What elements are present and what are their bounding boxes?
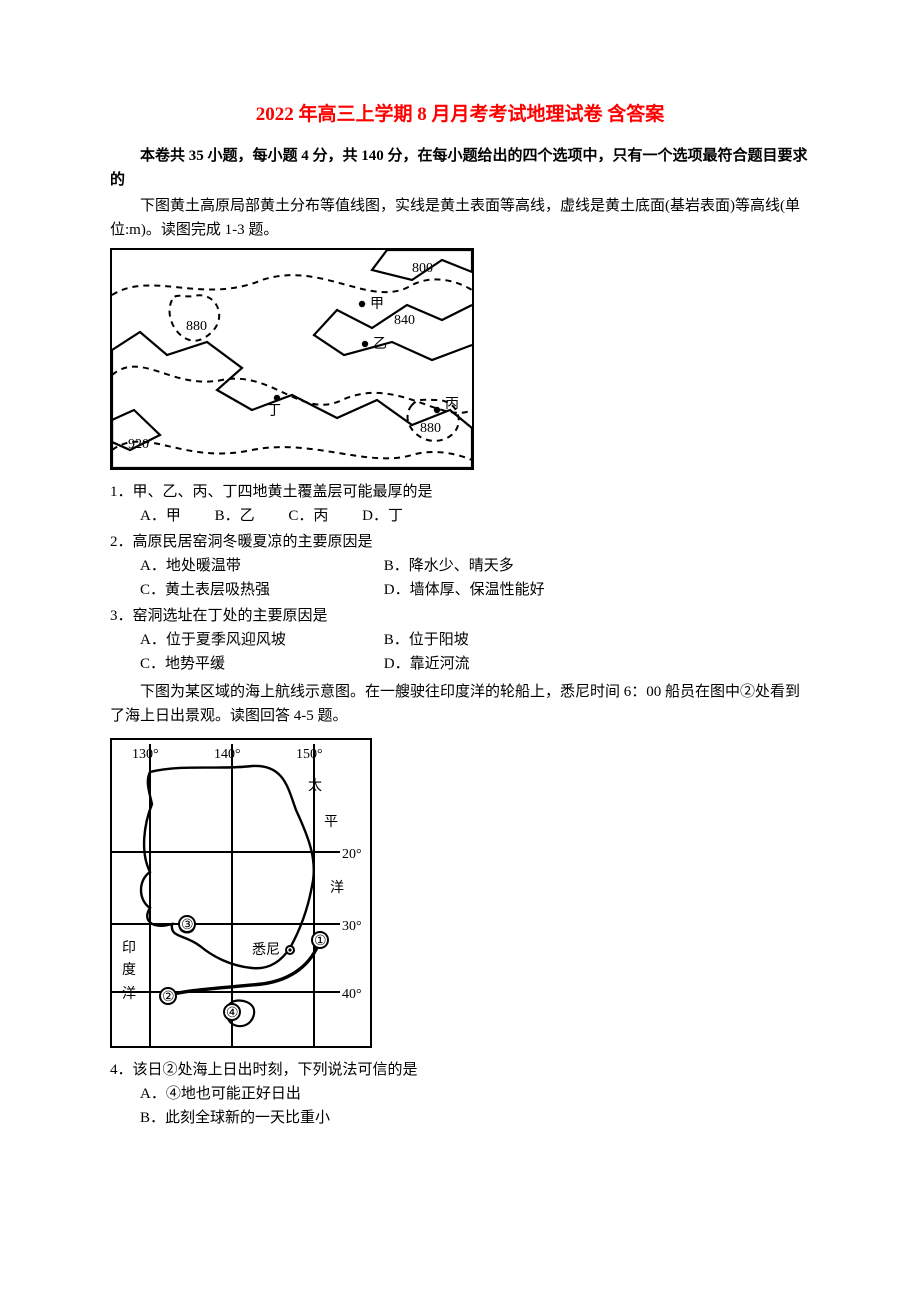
fig2-sea-yang1: 洋	[330, 880, 344, 896]
q2-stem: 2．高原民居窑洞冬暖夏凉的主要原因是	[110, 530, 810, 554]
q3-stem: 3．窑洞选址在丁处的主要原因是	[110, 604, 810, 628]
q3-opt-b: B．位于阳坡	[384, 628, 469, 652]
fig1-point-yi: 乙	[373, 336, 387, 352]
q4-opt-b: B．此刻全球新的一天比重小	[140, 1106, 810, 1130]
q1-opt-b: B．乙	[215, 508, 255, 524]
fig2-pt-1: ①	[314, 934, 327, 949]
fig1-point-jia: 甲	[370, 297, 384, 312]
fig2-lat-40: 40°	[342, 987, 362, 1002]
fig2-sea-yang2: 洋	[122, 986, 136, 1002]
fig2-lon-150: 150°	[296, 747, 323, 762]
q2-opt-d: D．墙体厚、保温性能好	[384, 578, 545, 602]
q4-stem: 4．该日②处海上日出时刻，下列说法可信的是	[110, 1058, 810, 1082]
fig2-sea-yin: 印	[122, 940, 136, 956]
q3-opt-a: A．位于夏季风迎风坡	[140, 628, 380, 652]
fig2-pt-2: ②	[162, 990, 175, 1005]
instruction-text: 本卷共 35 小题，每小题 4 分，共 140 分，在每小题给出的四个选项中，只…	[110, 144, 810, 192]
figure-2-svg: 130° 140° 150° 20° 30° 40°	[112, 740, 370, 1046]
q1-options: A．甲 B．乙 C．丙 D．丁	[140, 504, 810, 528]
figure-1-svg: 甲 乙 丁 丙 800 840 880 880 920	[112, 250, 472, 468]
q3-options: A．位于夏季风迎风坡 B．位于阳坡 C．地势平缓 D．靠近河流	[140, 628, 810, 676]
q4-options: A．④地也可能正好日出 B．此刻全球新的一天比重小	[140, 1082, 810, 1130]
fig2-city-sydney: 悉尼	[252, 942, 280, 958]
q1-opt-d: D．丁	[362, 508, 403, 524]
q2-opt-a: A．地处暖温带	[140, 554, 380, 578]
fig1-contour-800: 800	[412, 261, 433, 276]
q3-opt-c: C．地势平缓	[140, 652, 380, 676]
fig2-lat-20: 20°	[342, 847, 362, 862]
q3-opt-d: D．靠近河流	[384, 652, 470, 676]
q2-opt-c: C．黄土表层吸热强	[140, 578, 380, 602]
fig2-sea-tai: 太	[308, 778, 322, 794]
figure-2-map: 130° 140° 150° 20° 30° 40°	[110, 738, 372, 1048]
passage-1: 下图黄土高原局部黄土分布等值线图，实线是黄土表面等高线，虚线是黄土底面(基岩表面…	[110, 194, 810, 242]
fig2-sea-du: 度	[122, 962, 136, 978]
fig1-contour-880a: 880	[186, 319, 207, 334]
fig1-contour-920: 920	[128, 437, 149, 452]
figure-1-contour-map: 甲 乙 丁 丙 800 840 880 880 920	[110, 248, 474, 470]
fig2-pt-4: ④	[226, 1006, 239, 1021]
fig2-lon-130: 130°	[132, 747, 159, 762]
fig2-lon-140: 140°	[214, 747, 241, 762]
q4-opt-a: A．④地也可能正好日出	[140, 1082, 810, 1106]
q1-stem: 1．甲、乙、丙、丁四地黄土覆盖层可能最厚的是	[110, 480, 810, 504]
page-title: 2022 年高三上学期 8 月月考考试地理试卷 含答案	[110, 100, 810, 130]
fig1-point-bing: 丙	[445, 397, 459, 412]
q2-options: A．地处暖温带 B．降水少、晴天多 C．黄土表层吸热强 D．墙体厚、保温性能好	[140, 554, 810, 602]
q2-opt-b: B．降水少、晴天多	[384, 554, 514, 578]
fig2-lat-30: 30°	[342, 919, 362, 934]
fig1-contour-880b: 880	[420, 421, 441, 436]
q1-opt-c: C．丙	[288, 508, 328, 524]
fig1-point-ding: 丁	[267, 404, 281, 419]
fig2-pt-3: ③	[181, 918, 194, 933]
fig1-contour-840: 840	[394, 313, 415, 328]
fig2-sea-ping: 平	[324, 815, 338, 830]
q1-opt-a: A．甲	[140, 508, 181, 524]
passage-2: 下图为某区域的海上航线示意图。在一艘驶往印度洋的轮船上，悉尼时间 6：00 船员…	[110, 680, 810, 728]
